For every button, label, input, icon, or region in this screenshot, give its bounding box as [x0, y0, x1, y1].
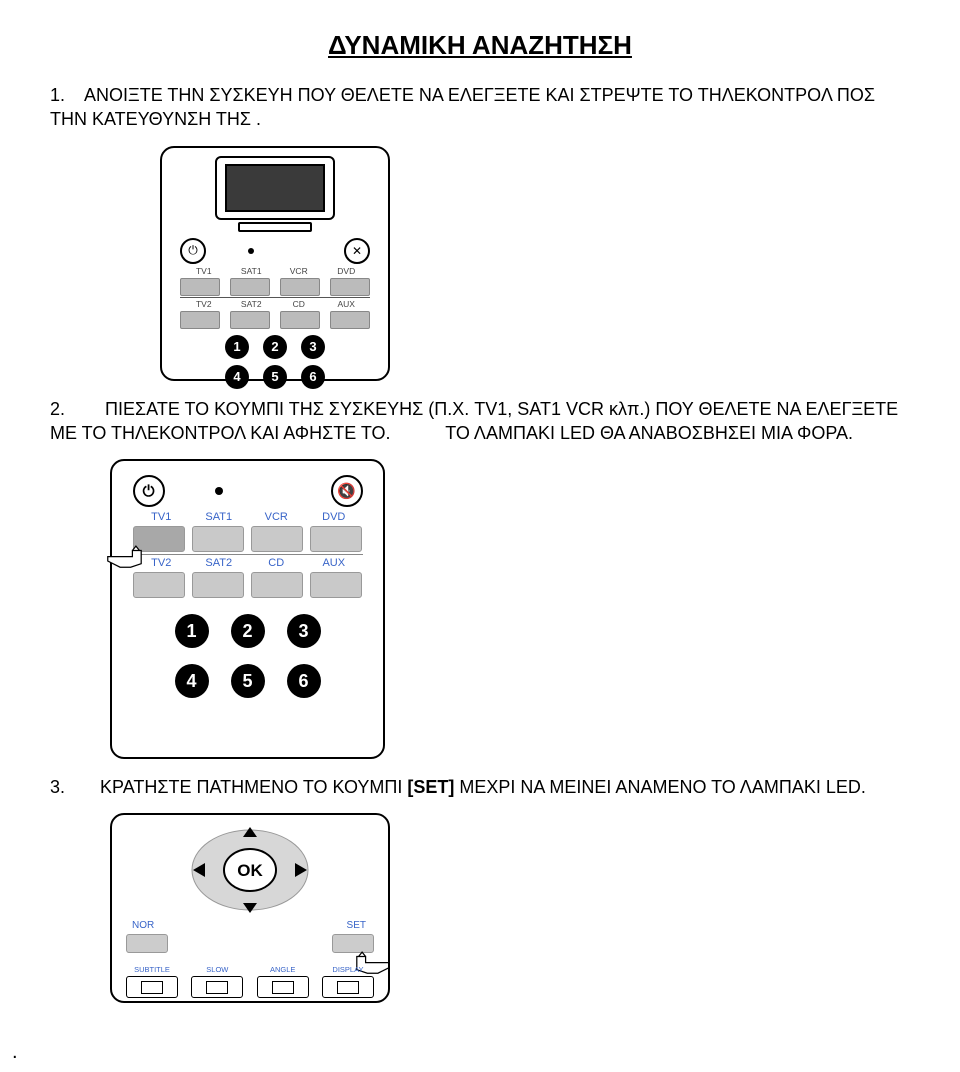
hand-pointer-icon [106, 539, 150, 569]
num-1: 1 [175, 614, 209, 648]
svg-text:OK: OK [237, 861, 263, 880]
label-dvd: DVD [323, 266, 371, 276]
label-sat2: SAT2 [190, 557, 248, 569]
step-2: 2. ΠΙΕΣΑΤΕ ΤΟ ΚΟΥΜΠΙ ΤΗΣ ΣΥΣΚΕΥΗΣ (Π.Χ. … [50, 397, 910, 446]
led-icon [248, 248, 254, 254]
mute-icon: 🔇 [331, 475, 363, 507]
remote-diagram-1: ⏻ ✕ TV1 SAT1 VCR DVD TV2 SAT2 CD AUX 1 2… [180, 238, 370, 389]
bottom-strip: SUBTITLE SLOW ANGLE DISPLAY [126, 965, 374, 998]
step-1: 1. ΑΝΟΙΞΤΕ ΤΗΝ ΣΥΣΚΕΥΗ ΠΟΥ ΘΕΛΕΤΕ ΝΑ ΕΛΕ… [50, 83, 910, 132]
step-3-num: 3. [50, 777, 65, 797]
power-icon: ⏻ [180, 238, 206, 264]
mute-icon: ✕ [344, 238, 370, 264]
label-subtitle: SUBTITLE [126, 965, 178, 974]
label-sat1: SAT1 [190, 511, 248, 523]
label-cd: CD [275, 299, 323, 309]
label-vcr: VCR [248, 511, 306, 523]
label-display: DISPLAY [322, 965, 374, 974]
step-1-num: 1. [50, 85, 65, 105]
label-aux: AUX [323, 299, 371, 309]
label-nor: NOR [132, 920, 154, 931]
step-3: 3. ΚΡΑΤΗΣΤΕ ΠΑΤΗΜΕΝΟ ΤΟ ΚΟΥΜΠΙ [SET] ΜΕΧ… [50, 775, 910, 799]
remote-diagram-2: ⏻ 🔇 TV1 SAT1 VCR DVD TV2 SAT2 CD AUX 1 2… [133, 475, 363, 698]
trailing-period: . [12, 1041, 18, 1064]
num-3: 3 [301, 335, 325, 359]
label-tv2: TV2 [180, 299, 228, 309]
num-4: 4 [175, 664, 209, 698]
label-dvd: DVD [305, 511, 363, 523]
label-set: SET [347, 920, 366, 931]
label-sat2: SAT2 [228, 299, 276, 309]
num-2: 2 [263, 335, 287, 359]
label-angle: ANGLE [257, 965, 309, 974]
num-3: 3 [287, 614, 321, 648]
label-vcr: VCR [275, 266, 323, 276]
num-4: 4 [225, 365, 249, 389]
tv-icon [215, 156, 335, 232]
dpad-icon: OK [185, 823, 315, 913]
step-2-text-b: ΤΟ ΛΑΜΠΑΚΙ LED ΘΑ ΑΝΑΒΟΣΒΗΣΕΙ ΜΙΑ ΦΟΡΑ. [445, 423, 853, 443]
step-3-pre: ΚΡΑΤΗΣΤΕ ΠΑΤΗΜΕΝΟ ΤΟ ΚΟΥΜΠΙ [100, 777, 407, 797]
nor-button [126, 934, 168, 953]
num-6: 6 [287, 664, 321, 698]
num-5: 5 [231, 664, 265, 698]
label-cd: CD [248, 557, 306, 569]
num-2: 2 [231, 614, 265, 648]
label-sat1: SAT1 [228, 266, 276, 276]
step-3-bold: [SET] [407, 777, 454, 797]
led-icon [215, 487, 223, 495]
step-3-post: ΜΕΧΡΙ ΝΑ ΜΕΙΝΕΙ ΑΝΑΜΕΝΟ ΤΟ ΛΑΜΠΑΚΙ LED. [454, 777, 865, 797]
diagram-2: ⏻ 🔇 TV1 SAT1 VCR DVD TV2 SAT2 CD AUX 1 2… [110, 459, 385, 759]
num-5: 5 [263, 365, 287, 389]
label-aux: AUX [305, 557, 363, 569]
diagram-3: OK NOR SET SUBTITLE SLOW ANGLE DISPLAY [110, 813, 390, 1003]
page-title: ΔΥΝΑΜΙΚΗ ΑΝΑΖΗΤΗΣΗ [50, 30, 910, 61]
label-tv1: TV1 [133, 511, 191, 523]
step-2-num: 2. [50, 399, 65, 419]
label-slow: SLOW [191, 965, 243, 974]
label-tv1: TV1 [180, 266, 228, 276]
num-1: 1 [225, 335, 249, 359]
power-icon: ⏻ [133, 475, 165, 507]
step-1-text: ΑΝΟΙΞΤΕ ΤΗΝ ΣΥΣΚΕΥΗ ΠΟΥ ΘΕΛΕΤΕ ΝΑ ΕΛΕΓΞΕ… [50, 85, 875, 129]
num-6: 6 [301, 365, 325, 389]
diagram-1: ⏻ ✕ TV1 SAT1 VCR DVD TV2 SAT2 CD AUX 1 2… [160, 146, 390, 381]
